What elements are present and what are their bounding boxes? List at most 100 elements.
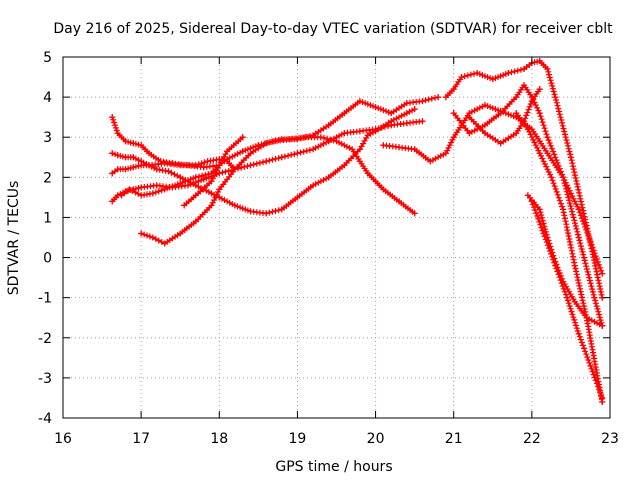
data-point xyxy=(372,178,379,185)
data-point xyxy=(466,130,473,137)
data-point xyxy=(544,150,551,157)
data-point xyxy=(114,166,121,173)
data-point xyxy=(130,164,137,171)
series-pass-f xyxy=(138,94,442,247)
data-point xyxy=(458,74,465,81)
y-tick-label: -4 xyxy=(38,411,52,427)
y-axis-title: SDTVAR / TECUs xyxy=(6,181,22,296)
data-point xyxy=(403,120,410,127)
data-point xyxy=(513,130,520,137)
data-point xyxy=(161,240,168,247)
series-pass-k xyxy=(466,86,543,147)
data-point xyxy=(349,146,356,153)
x-tick-label: 23 xyxy=(601,431,619,447)
x-tick-label: 19 xyxy=(289,431,307,447)
data-point xyxy=(278,136,285,143)
data-point xyxy=(356,146,363,153)
data-point xyxy=(435,94,442,101)
data-point xyxy=(372,104,379,111)
series-pass-c xyxy=(109,106,418,217)
data-point xyxy=(192,218,199,225)
data-point xyxy=(325,174,332,181)
data-point xyxy=(544,134,551,141)
data-point xyxy=(466,114,473,121)
data-point xyxy=(567,154,574,161)
data-point xyxy=(411,210,418,217)
x-axis-title: GPS time / hours xyxy=(275,459,392,475)
data-point xyxy=(109,114,116,121)
data-point xyxy=(177,174,184,181)
data-point xyxy=(149,234,156,241)
y-tick-labels: -4 -3 -2 -1 0 1 2 3 4 5 xyxy=(38,50,52,427)
data-point xyxy=(114,130,121,137)
data-point xyxy=(165,168,172,175)
data-point xyxy=(247,162,254,169)
data-point xyxy=(149,190,156,197)
data-point xyxy=(587,362,594,369)
chart-title: Day 216 of 2025, Sidereal Day-to-day VTE… xyxy=(53,21,613,37)
data-point xyxy=(575,330,582,337)
series-pass-g xyxy=(181,134,246,209)
data-point xyxy=(231,166,238,173)
data-point xyxy=(536,138,543,145)
series-pass-n xyxy=(528,198,606,401)
data-point xyxy=(513,94,520,101)
y-tick-label: 3 xyxy=(43,130,52,146)
y-tick-label: 0 xyxy=(43,251,52,267)
y-tick-label: 5 xyxy=(43,50,52,66)
data-point xyxy=(153,166,160,173)
data-point xyxy=(564,294,571,301)
data-point xyxy=(442,150,449,157)
data-point xyxy=(157,158,164,165)
data-point xyxy=(109,150,116,157)
data-point xyxy=(341,110,348,117)
data-point xyxy=(396,198,403,205)
y-tick-label: -3 xyxy=(38,371,52,387)
data-point xyxy=(278,154,285,161)
data-point xyxy=(138,230,145,237)
x-tick-labels: 16 17 18 19 20 21 22 23 xyxy=(54,431,619,447)
series-layer xyxy=(109,58,606,405)
data-point xyxy=(450,86,457,93)
data-point xyxy=(138,192,145,199)
data-point xyxy=(145,150,152,157)
data-point xyxy=(310,146,317,153)
data-point xyxy=(177,230,184,237)
y-tick-label: 1 xyxy=(43,210,52,226)
x-tick-label: 17 xyxy=(132,431,150,447)
data-point xyxy=(130,140,137,147)
data-point xyxy=(505,70,512,77)
data-point xyxy=(364,170,371,177)
data-point xyxy=(356,128,363,135)
data-point xyxy=(294,194,301,201)
data-point xyxy=(548,174,555,181)
data-point xyxy=(185,162,192,169)
series-markers xyxy=(442,58,606,301)
series-markers xyxy=(118,134,418,217)
data-point xyxy=(208,178,215,185)
data-point xyxy=(403,110,410,117)
data-point xyxy=(474,70,481,77)
data-point xyxy=(427,158,434,165)
data-point xyxy=(200,176,207,183)
y-tick-label: 4 xyxy=(43,90,52,106)
data-point xyxy=(364,132,371,139)
data-point xyxy=(583,314,590,321)
data-point xyxy=(126,186,133,193)
series-pass-e xyxy=(118,134,418,217)
data-point xyxy=(481,130,488,137)
data-point xyxy=(239,148,246,155)
x-tick-label: 18 xyxy=(210,431,228,447)
data-point xyxy=(536,206,543,213)
x-tick-label: 21 xyxy=(445,431,463,447)
data-point xyxy=(192,174,199,181)
data-point xyxy=(177,180,184,187)
data-point xyxy=(122,166,129,173)
data-point xyxy=(411,146,418,153)
data-point xyxy=(247,208,254,215)
data-point xyxy=(208,202,215,209)
data-point xyxy=(481,122,488,129)
y-tick-label: -1 xyxy=(38,291,52,307)
data-point xyxy=(109,170,116,177)
